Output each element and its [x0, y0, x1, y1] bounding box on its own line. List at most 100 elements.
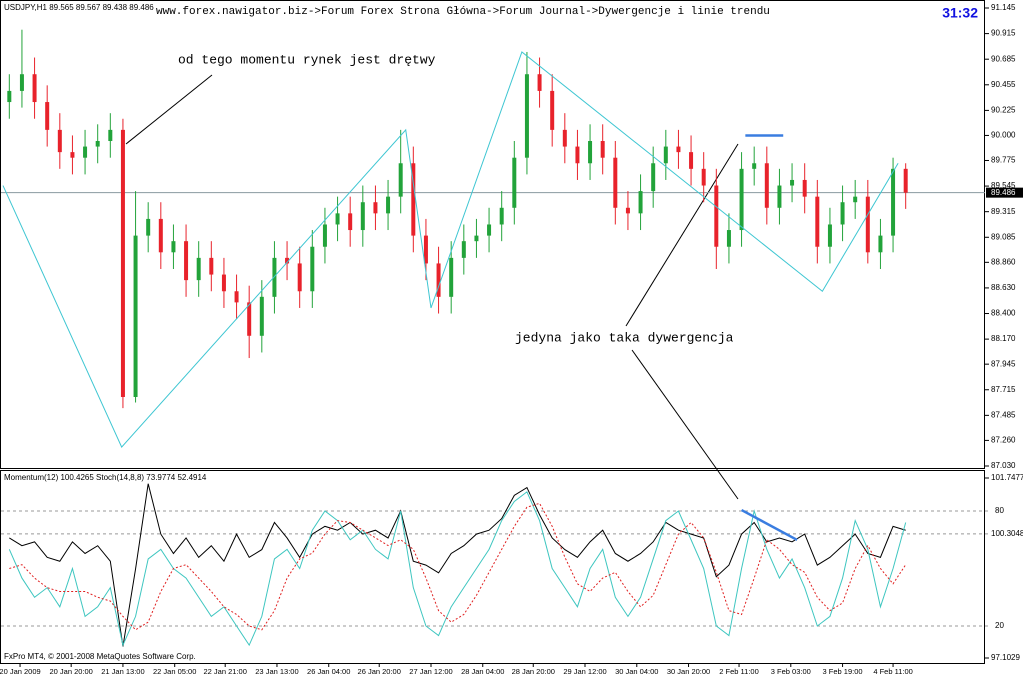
- y-tick-label: 90.685: [991, 54, 1016, 63]
- y-tick-label: 100.3048: [991, 529, 1023, 538]
- candle-body: [701, 168, 706, 186]
- candle-body: [764, 163, 769, 208]
- x-tick-label: 28 Jan 04:00: [461, 667, 504, 676]
- candle-body: [865, 196, 870, 253]
- candle-body: [689, 152, 694, 169]
- candle-body: [285, 257, 290, 264]
- candle-body: [272, 257, 277, 297]
- x-tick-label: 22 Jan 05:00: [153, 667, 196, 676]
- candle-body: [802, 179, 807, 197]
- candle-body: [638, 191, 643, 214]
- trend-line: [2, 51, 899, 448]
- x-tick-label: 3 Feb 03:00: [771, 667, 811, 676]
- candle-body: [537, 74, 542, 91]
- candle-body: [790, 179, 795, 186]
- y-tick-label: 90.915: [991, 29, 1016, 38]
- divergence-line: [740, 508, 798, 542]
- candle-body: [398, 163, 403, 197]
- y-tick-label: 87.260: [991, 436, 1016, 445]
- y-tick-label: 89.315: [991, 207, 1016, 216]
- y-tick-label: 88.170: [991, 334, 1016, 343]
- candle-body: [726, 230, 731, 247]
- candle-body: [234, 291, 239, 303]
- x-tick-label: 4 Feb 11:00: [873, 667, 912, 676]
- forum-path: www.forex.nawigator.biz->Forum Forex Str…: [156, 6, 770, 18]
- x-tick-label: 30 Jan 20:00: [667, 667, 710, 676]
- candle-body: [57, 129, 62, 153]
- x-tick-label: 23 Jan 13:00: [255, 667, 298, 676]
- y-tick-label: 87.945: [991, 359, 1016, 368]
- candle-body: [853, 196, 858, 203]
- x-tick-label: 28 Jan 20:00: [512, 667, 555, 676]
- annotation-arrow: [625, 143, 739, 327]
- candle-body: [19, 74, 24, 91]
- candle-body: [449, 257, 454, 297]
- y-tick-label: 88.860: [991, 257, 1016, 266]
- symbol-info: USDJPY,H1 89.565 89.567 89.438 89.486: [4, 3, 154, 12]
- candle-body: [184, 241, 189, 281]
- y2-tick-label: 20: [995, 621, 1004, 630]
- annotation-arrow: [631, 349, 739, 500]
- candle-body: [815, 196, 820, 247]
- candle-body: [588, 141, 593, 164]
- candle-body: [146, 218, 151, 236]
- candle-body: [524, 74, 529, 158]
- candle-body: [600, 141, 605, 158]
- y-tick-label: 88.400: [991, 309, 1016, 318]
- x-tick-label: 20 Jan 20:00: [49, 667, 92, 676]
- candle-body: [108, 129, 113, 142]
- indicator-title: Momentum(12) 100.4265 Stoch(14,8,8) 73.9…: [4, 473, 207, 482]
- y-tick-label: 87.715: [991, 385, 1016, 394]
- candle-body: [133, 235, 138, 397]
- candle-body: [95, 141, 100, 147]
- y-tick-label: 87.485: [991, 410, 1016, 419]
- candle-body: [7, 90, 12, 103]
- y2-tick-label: 80: [995, 506, 1004, 515]
- y-tick-label: 101.7477: [991, 473, 1023, 482]
- candle-body: [32, 74, 37, 103]
- candle-body: [499, 207, 504, 225]
- x-tick-label: 3 Feb 19:00: [823, 667, 863, 676]
- y-tick-label: 91.145: [991, 3, 1016, 12]
- y-tick-label: 87.030: [991, 461, 1016, 470]
- candle-body: [171, 241, 176, 253]
- candle-body: [373, 202, 378, 214]
- candle-body: [335, 213, 340, 225]
- candle-body: [322, 224, 327, 247]
- candle-body: [487, 224, 492, 236]
- annotation-arrow: [125, 74, 213, 145]
- candle-body: [83, 146, 88, 158]
- candle-body: [196, 257, 201, 281]
- candle-body: [714, 185, 719, 247]
- candle-body: [676, 146, 681, 153]
- candle-body: [651, 163, 656, 192]
- candle-body: [739, 168, 744, 231]
- candle-body: [436, 263, 441, 297]
- candle-body: [297, 263, 302, 292]
- candle-body: [625, 207, 630, 214]
- copyright: FxPro MT4, © 2001-2008 MetaQuotes Softwa…: [4, 652, 196, 661]
- indicator-line: [9, 502, 907, 631]
- x-tick-label: 29 Jan 12:00: [563, 667, 606, 676]
- candle-body: [903, 168, 908, 193]
- candle-body: [259, 296, 264, 336]
- x-tick-label: 22 Jan 21:00: [204, 667, 247, 676]
- candle-body: [878, 235, 883, 253]
- y-tick-label: 89.085: [991, 232, 1016, 241]
- timer: 31:32: [942, 5, 978, 21]
- candle-body: [386, 196, 391, 214]
- x-tick-label: 2 Feb 11:00: [719, 667, 758, 676]
- candle-body: [45, 102, 50, 130]
- candle-body: [120, 129, 125, 397]
- x-tick-label: 26 Jan 04:00: [307, 667, 350, 676]
- y-tick-label: 90.225: [991, 106, 1016, 115]
- indicator-line: [9, 483, 906, 647]
- candle-body: [461, 241, 466, 258]
- candle-body: [562, 129, 567, 147]
- y-tick-label: 90.000: [991, 131, 1016, 140]
- y-tick-label: 97.1029: [991, 653, 1020, 662]
- candle-body: [891, 168, 896, 236]
- candle-body: [411, 163, 416, 236]
